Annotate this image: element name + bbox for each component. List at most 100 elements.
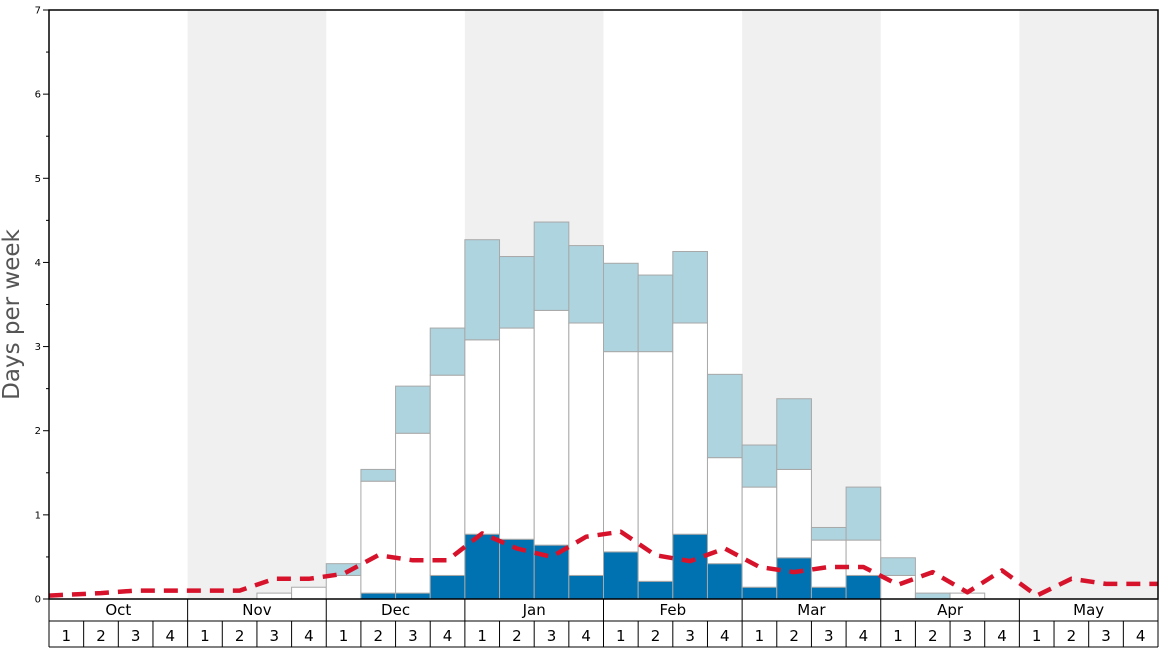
bar-segment xyxy=(325,574,362,600)
month-label: Jan xyxy=(522,601,546,619)
week-label: 2 xyxy=(235,627,245,645)
line-series-path xyxy=(48,529,1158,598)
bar-segment xyxy=(672,533,708,600)
bar-segment xyxy=(291,586,327,600)
week-label: 4 xyxy=(1136,627,1146,645)
y-tick-label: 2 xyxy=(35,426,41,437)
bar-segment xyxy=(603,351,639,553)
y-tick-label: 0 xyxy=(35,595,41,606)
plot-frame xyxy=(48,9,1159,600)
bar-segment xyxy=(672,250,708,324)
y-axis-label: Days per week xyxy=(0,228,25,399)
week-label: 1 xyxy=(200,627,210,645)
bar-segment xyxy=(429,374,466,576)
week-label: 3 xyxy=(269,627,279,645)
y-tick-label: 7 xyxy=(35,6,41,17)
month-label: Dec xyxy=(381,601,410,619)
bar-segment xyxy=(256,592,293,600)
bar-segment xyxy=(568,245,604,324)
week-label: 2 xyxy=(651,627,661,645)
bar-segment xyxy=(637,351,674,582)
bar-segment xyxy=(845,574,882,600)
bar-segment xyxy=(776,468,812,559)
week-label: 1 xyxy=(616,627,626,645)
bar-segment xyxy=(395,432,431,594)
week-label: 1 xyxy=(1032,627,1042,645)
y-tick-label: 4 xyxy=(35,258,41,269)
bar-segment xyxy=(672,322,708,535)
week-label: 3 xyxy=(408,627,418,645)
week-label: 1 xyxy=(339,627,349,645)
week-label: 2 xyxy=(96,627,106,645)
month-band xyxy=(187,10,327,599)
bar-segment xyxy=(603,262,639,353)
bar-segment xyxy=(776,398,812,470)
y-tick-label: 3 xyxy=(35,342,41,353)
week-label: 1 xyxy=(62,627,72,645)
week-label: 2 xyxy=(928,627,938,645)
bar-segment xyxy=(464,533,501,600)
bar-segment xyxy=(776,557,812,600)
week-label: 4 xyxy=(720,627,730,645)
bar-segment xyxy=(706,373,743,459)
bar-segment xyxy=(810,586,847,600)
week-label: 4 xyxy=(859,627,869,645)
bar-segment xyxy=(464,239,501,341)
bar-segment xyxy=(914,592,951,600)
bar-segment xyxy=(360,592,397,600)
bar-segment xyxy=(360,468,397,482)
x-axis: Oct 1 2 3 4 Nov 1 2 3 4 Dec 1 2 3 4 Jan 1 2 3 4 Feb 1 2 3 4 Mar 1 2… xyxy=(48,599,1159,648)
bar-segment xyxy=(360,480,397,594)
bar-segment xyxy=(706,457,743,565)
week-label: 4 xyxy=(581,627,591,645)
week-label: 1 xyxy=(477,627,487,645)
bar-segment xyxy=(741,444,778,488)
month-band xyxy=(1019,10,1158,599)
week-label: 3 xyxy=(685,627,695,645)
bar-segment xyxy=(533,309,570,546)
y-tick-label: 5 xyxy=(35,174,41,185)
bar-segment xyxy=(568,574,604,600)
week-label: 1 xyxy=(893,627,903,645)
week-label: 4 xyxy=(997,627,1007,645)
line-series xyxy=(48,529,1158,598)
bar-segment xyxy=(706,563,743,600)
week-label: 4 xyxy=(304,627,314,645)
bar-segment xyxy=(429,327,466,376)
bar-segment xyxy=(637,274,674,353)
bar-segment xyxy=(464,339,501,535)
week-label: 2 xyxy=(1067,627,1077,645)
bar-segment xyxy=(533,221,570,311)
bar-segment xyxy=(741,486,778,588)
bar-segment xyxy=(429,574,466,600)
week-label: 3 xyxy=(547,627,557,645)
month-label: Mar xyxy=(797,601,826,619)
bar-segment xyxy=(845,486,882,541)
week-label: 2 xyxy=(789,627,799,645)
bar-segment xyxy=(499,256,535,329)
y-tick-label: 1 xyxy=(35,510,41,521)
month-label: Apr xyxy=(937,601,964,619)
month-label: Oct xyxy=(105,601,131,619)
bar-segment xyxy=(637,580,674,600)
week-label: 1 xyxy=(755,627,765,645)
week-label: 2 xyxy=(512,627,522,645)
bars xyxy=(256,221,986,600)
bar-segment xyxy=(603,551,639,600)
bar-segment xyxy=(845,539,882,576)
bar-segment xyxy=(395,592,431,600)
month-label: Nov xyxy=(242,601,271,619)
month-label: Feb xyxy=(660,601,687,619)
bar-segment xyxy=(810,539,847,588)
bar-segment xyxy=(395,385,431,434)
week-label: 3 xyxy=(131,627,141,645)
week-label: 3 xyxy=(963,627,973,645)
week-label: 3 xyxy=(1101,627,1111,645)
bar-segment xyxy=(499,327,535,540)
week-label: 3 xyxy=(824,627,834,645)
week-label: 4 xyxy=(166,627,176,645)
month-label: May xyxy=(1073,601,1104,619)
week-label: 2 xyxy=(373,627,383,645)
week-label: 4 xyxy=(443,627,453,645)
